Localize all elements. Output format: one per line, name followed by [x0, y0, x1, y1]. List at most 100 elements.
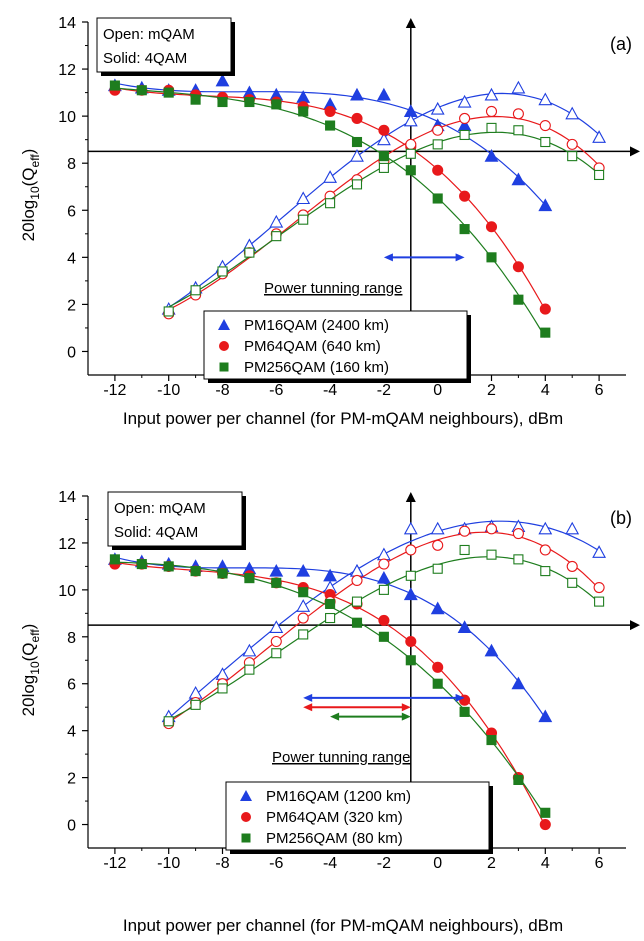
- data-point-open: [215, 667, 230, 680]
- y-axis-title: 20log10(Qeff): [19, 624, 42, 717]
- data-point-open: [378, 584, 389, 595]
- panel-label: (b): [610, 508, 632, 528]
- data-point-solid: [459, 706, 470, 717]
- data-point-solid: [484, 643, 499, 657]
- data-point-solid: [298, 106, 309, 117]
- panel-label: (a): [610, 34, 632, 54]
- data-point-solid: [538, 198, 553, 212]
- fit-curve-solid: [114, 82, 546, 206]
- data-point-open: [594, 169, 605, 181]
- legend-marker-circle: [241, 812, 251, 822]
- data-point-open: [486, 122, 497, 133]
- data-point-solid: [298, 587, 309, 598]
- x-tick-label: -6: [269, 382, 283, 399]
- x-tick-label: 6: [595, 855, 604, 872]
- data-point-open: [566, 138, 578, 150]
- data-point-solid: [376, 87, 391, 101]
- y-tick-label: 8: [67, 156, 76, 173]
- x-tick-label: 2: [487, 855, 496, 872]
- data-point-open: [296, 599, 311, 612]
- y-tick-label: 14: [58, 15, 76, 32]
- series-square: [109, 80, 605, 338]
- data-point-solid: [163, 561, 174, 572]
- data-point-open: [432, 539, 444, 551]
- y-axis-title: 20log10(Qeff): [19, 149, 42, 242]
- info-box-open-label: Open: mQAM: [114, 500, 206, 517]
- data-point-open: [297, 612, 309, 624]
- data-point-open: [459, 544, 470, 556]
- data-point-solid: [325, 120, 336, 131]
- info-box-solid-label: Solid: 4QAM: [103, 50, 187, 67]
- y-axis-title-part: eff: [28, 154, 42, 168]
- data-point-open: [513, 125, 524, 136]
- y-tick-label: 12: [58, 62, 76, 79]
- legend-marker-triangle: [240, 790, 252, 801]
- x-tick-label: -12: [103, 382, 126, 399]
- x-tick-label: -8: [215, 382, 229, 399]
- data-point-solid: [324, 105, 336, 117]
- data-point-open: [567, 577, 578, 588]
- y-tick-label: 8: [67, 630, 76, 647]
- data-point-open: [378, 162, 389, 173]
- data-point-solid: [136, 85, 147, 96]
- data-point-open: [457, 94, 472, 108]
- data-point-open: [217, 266, 228, 277]
- y-axis-title-part: (Q: [19, 642, 38, 661]
- series-triangle: [107, 73, 607, 315]
- data-point-open: [376, 132, 391, 146]
- data-point-open: [539, 119, 551, 132]
- data-point-open: [217, 683, 228, 694]
- x-axis-title: Input power per channel (for PM-mQAM nei…: [123, 409, 563, 428]
- y-tick-label: 12: [58, 536, 76, 553]
- data-point-solid: [432, 164, 444, 176]
- data-point-solid: [486, 735, 497, 746]
- power-range-label: Power tunning range: [264, 280, 402, 297]
- series-square: [109, 544, 605, 818]
- data-point-solid: [217, 96, 228, 108]
- y-axis-title-part: 10: [28, 661, 42, 675]
- data-point-solid: [109, 554, 120, 565]
- data-point-open: [244, 247, 255, 258]
- data-point-open: [484, 87, 499, 101]
- range-arrowhead-left: [383, 253, 393, 262]
- legend-entry: PM256QAM (160 km): [244, 359, 389, 376]
- data-point-solid: [190, 566, 201, 577]
- data-point-open: [376, 547, 391, 561]
- threshold-arrowhead: [405, 492, 416, 502]
- data-point-open: [244, 664, 255, 675]
- x-tick-label: 0: [433, 855, 442, 872]
- x-tick-label: -12: [103, 855, 126, 872]
- y-axis-title-part: 10: [28, 186, 42, 200]
- data-point-open: [511, 80, 526, 94]
- data-point-solid: [244, 96, 255, 108]
- data-point-open: [459, 129, 470, 141]
- data-point-open: [430, 521, 445, 535]
- data-point-solid: [269, 563, 284, 577]
- data-point-open: [296, 191, 311, 205]
- data-point-open: [512, 108, 524, 120]
- info-box-open-label: Open: mQAM: [103, 26, 195, 43]
- x-tick-label: -10: [157, 382, 180, 399]
- range-arrowhead-left: [303, 693, 313, 702]
- y-axis-title-part: eff: [28, 629, 42, 643]
- y-tick-label: 0: [67, 818, 76, 835]
- data-point-open: [592, 130, 607, 143]
- data-point-solid: [538, 709, 553, 723]
- data-point-open: [485, 523, 498, 535]
- data-point-solid: [325, 598, 336, 609]
- data-point-open: [540, 566, 551, 577]
- y-tick-label: 4: [67, 250, 76, 267]
- x-tick-label: -10: [157, 855, 180, 872]
- data-point-solid: [109, 80, 120, 91]
- data-point-open: [567, 151, 578, 162]
- data-point-open: [565, 106, 580, 120]
- range-arrowhead-left: [330, 712, 340, 721]
- range-arrowhead-right: [455, 253, 465, 262]
- legend-entry: PM16QAM (1200 km): [266, 788, 411, 805]
- legend: [203, 310, 468, 380]
- data-point-solid: [378, 124, 390, 136]
- data-point-solid: [136, 559, 147, 570]
- x-tick-label: -4: [323, 382, 337, 399]
- y-tick-label: 2: [67, 297, 76, 314]
- data-point-open: [459, 525, 471, 537]
